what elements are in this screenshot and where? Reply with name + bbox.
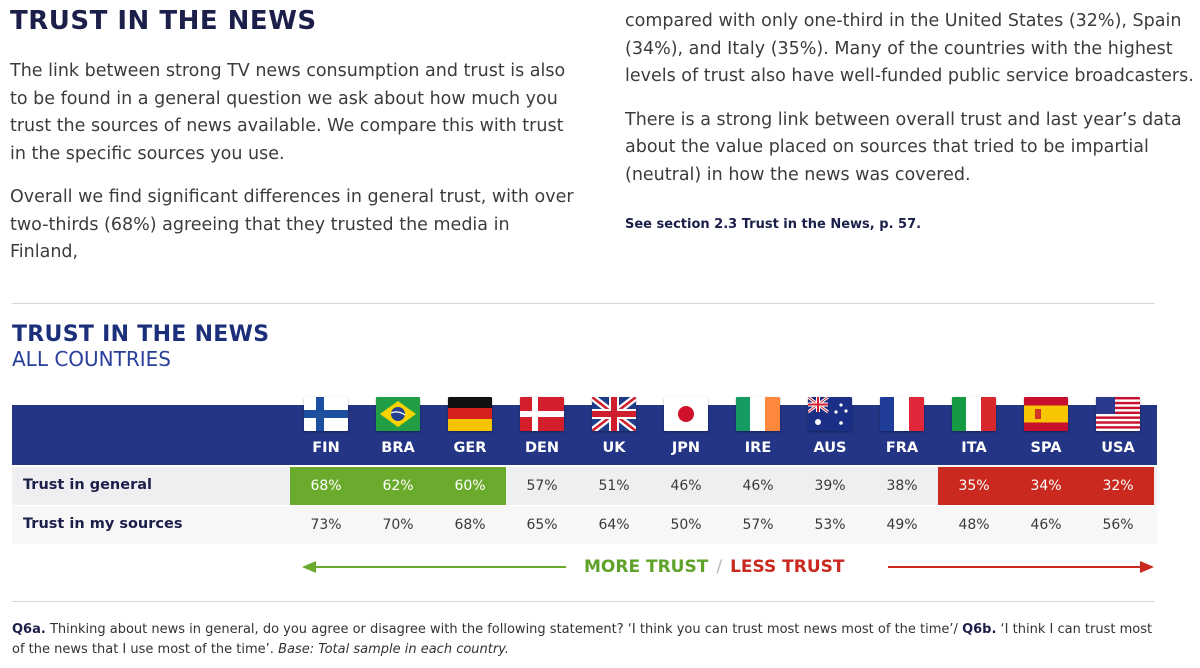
country-code: FRA: [885, 440, 919, 456]
table-cell: 46%: [742, 478, 774, 494]
section-reference-link[interactable]: See section 2.3 Trust in the News, p. 57…: [625, 217, 922, 232]
paragraph: There is a strong link between overall t…: [625, 109, 1182, 185]
legend-separator: /: [716, 557, 723, 577]
country-column-spa: SPA: [1010, 395, 1082, 465]
table-cell: 39%: [814, 478, 846, 494]
country-column-ita: ITA: [938, 395, 1010, 465]
country-column-aus: AUS: [794, 395, 866, 465]
table-cell: 48%: [958, 517, 990, 533]
left-arrow-icon: [302, 561, 316, 573]
page-heading: TRUST IN THE NEWS: [10, 6, 317, 36]
footnote-base: Base: Total sample in each country.: [278, 642, 510, 657]
q6a-label: Q6a.: [12, 622, 46, 637]
country-column-ire: IRE: [722, 395, 794, 465]
row-label-trust-general: Trust in general: [23, 477, 152, 493]
right-column: compared with only one-third in the Unit…: [625, 8, 1195, 205]
table-cell: 32%: [1082, 467, 1154, 505]
germany-flag-icon: [448, 397, 492, 431]
table-cell: 70%: [382, 517, 414, 533]
country-code: BRA: [381, 440, 415, 456]
country-column-den: DEN: [506, 395, 578, 465]
footnote: Q6a. Thinking about news in general, do …: [12, 620, 1162, 660]
country-code: SPA: [1030, 440, 1062, 456]
ireland-flag-icon: [736, 397, 780, 431]
country-column-fin: FIN: [290, 395, 362, 465]
country-code: JPN: [671, 440, 701, 456]
denmark-flag-icon: [520, 397, 564, 431]
table-cell: 68%: [290, 467, 362, 505]
table-cell: 64%: [598, 517, 630, 533]
country-column-bra: BRA: [362, 395, 434, 465]
table-cell: 57%: [742, 517, 774, 533]
france-flag-icon: [880, 397, 924, 431]
country-column-ger: GER: [434, 395, 506, 465]
table-cell: 46%: [670, 478, 702, 494]
country-column-usa: USA: [1082, 395, 1154, 465]
country-code: USA: [1101, 440, 1135, 456]
table-cell: 60%: [434, 467, 506, 505]
table-cell: 68%: [454, 517, 486, 533]
table-cell: 53%: [814, 517, 846, 533]
country-code: FIN: [312, 440, 340, 456]
country-code: GER: [453, 440, 487, 456]
table-cell: 56%: [1102, 517, 1134, 533]
table-cell: 38%: [886, 478, 918, 494]
trust-legend: MORE TRUST / LESS TRUST: [584, 557, 844, 577]
right-arrow-icon: [1140, 561, 1154, 573]
divider: [12, 303, 1155, 304]
left-column: The link between strong TV news consumpt…: [10, 58, 575, 283]
q6a-text: Thinking about news in general, do you a…: [45, 622, 963, 637]
japan-flag-icon: [664, 397, 708, 431]
spain-flag-icon: [1024, 397, 1068, 431]
usa-flag-icon: [1096, 397, 1140, 431]
row-label-trust-sources: Trust in my sources: [23, 516, 183, 532]
table-cell: 50%: [670, 517, 702, 533]
more-trust-arrow-line: [310, 566, 566, 568]
uk-flag-icon: [592, 397, 636, 431]
table-cell: 65%: [526, 517, 558, 533]
table-row-trust-sources: [12, 506, 1157, 544]
brazil-flag-icon: [376, 397, 420, 431]
country-code: AUS: [813, 440, 847, 456]
paragraph: compared with only one-third in the Unit…: [625, 11, 1194, 86]
table-cell: 49%: [886, 517, 918, 533]
country-column-fra: FRA: [866, 395, 938, 465]
country-column-uk: UK: [578, 395, 650, 465]
more-trust-label: MORE TRUST: [584, 557, 709, 577]
country-code: IRE: [744, 440, 772, 456]
country-code: DEN: [524, 440, 560, 456]
paragraph: Overall we find significant differences …: [10, 187, 574, 262]
paragraph: The link between strong TV news consumpt…: [10, 61, 566, 164]
country-column-jpn: JPN: [650, 395, 722, 465]
table-cell: 62%: [362, 467, 434, 505]
divider: [12, 601, 1155, 602]
table-cell: 34%: [1010, 467, 1082, 505]
country-code: ITA: [961, 440, 987, 456]
table-cell: 35%: [938, 467, 1010, 505]
less-trust-arrow-line: [888, 566, 1144, 568]
australia-flag-icon: [808, 397, 852, 431]
table-cell: 57%: [526, 478, 558, 494]
less-trust-label: LESS TRUST: [730, 557, 845, 577]
finland-flag-icon: [304, 397, 348, 431]
table-cell: 73%: [310, 517, 342, 533]
q6b-text: ‘I think I can trust most of the news th…: [12, 622, 1153, 657]
country-code: UK: [602, 440, 626, 456]
italy-flag-icon: [952, 397, 996, 431]
table-cell: 46%: [1030, 517, 1062, 533]
table-title: TRUST IN THE NEWS: [12, 322, 270, 347]
table-cell: 51%: [598, 478, 630, 494]
q6b-label: Q6b.: [962, 622, 997, 637]
table-subtitle: ALL COUNTRIES: [12, 347, 171, 371]
